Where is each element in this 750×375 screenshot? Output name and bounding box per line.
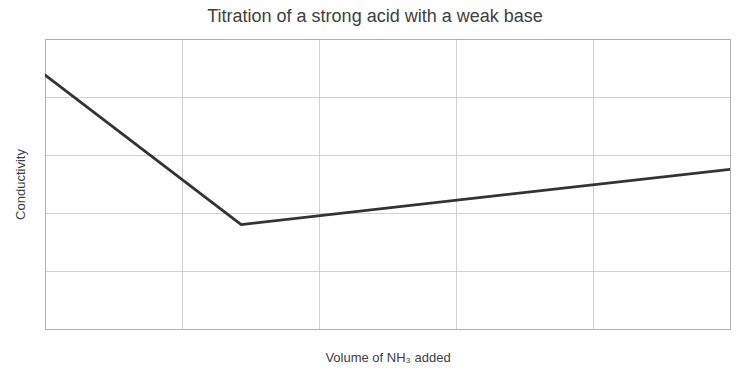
svg-text:Conductivity: Conductivity bbox=[13, 149, 28, 220]
svg-text:Volume of NH₃ added: Volume of NH₃ added bbox=[325, 350, 450, 365]
html-text:Titration of a strong acid wit: Titration of a strong acid with a weak b… bbox=[207, 6, 543, 26]
